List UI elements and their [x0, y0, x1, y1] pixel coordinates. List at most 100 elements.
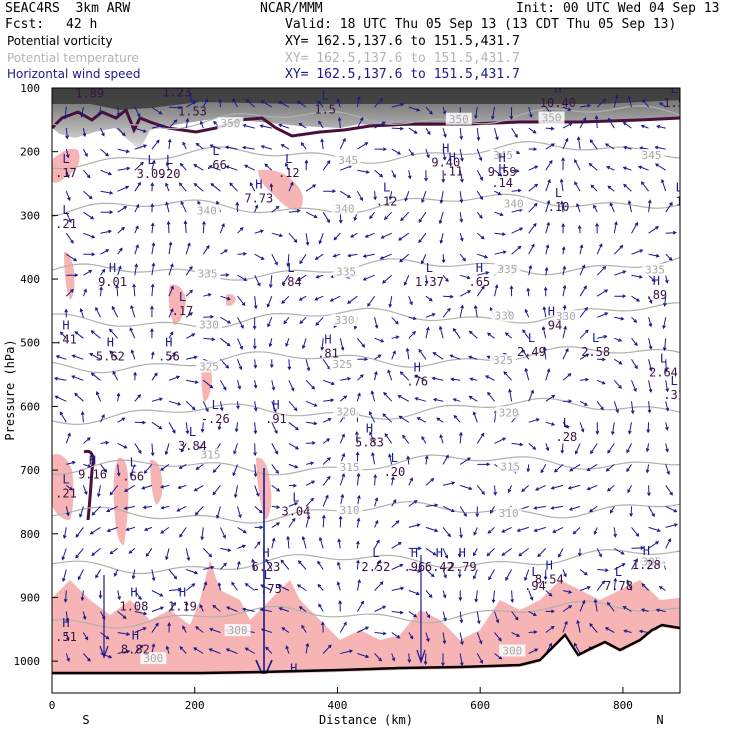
wind-arrow — [511, 227, 524, 234]
wind-arrow — [655, 608, 666, 613]
wind-arrow — [511, 127, 518, 139]
wind-arrow — [134, 644, 144, 654]
wind-arrow — [408, 477, 413, 486]
wind-arrow — [109, 350, 119, 360]
wind-arrow — [254, 204, 259, 213]
wind-arrow — [220, 295, 231, 301]
wind-arrow — [237, 359, 243, 371]
wind-arrow — [254, 485, 260, 497]
extremum-value-label: .89 — [645, 288, 667, 302]
wind-arrow — [253, 443, 257, 457]
wind-arrow — [165, 161, 170, 171]
wind-arrow — [654, 163, 666, 171]
wind-arrow — [494, 250, 507, 255]
wind-arrow — [232, 97, 238, 108]
wind-arrow — [476, 128, 481, 142]
wind-arrow — [528, 389, 534, 402]
wind-arrow — [130, 349, 136, 360]
wind-arrow — [438, 212, 444, 225]
isentrope-label: 345 — [493, 149, 513, 162]
extremum-value-label: .12 — [376, 194, 398, 208]
wind-arrow — [614, 358, 623, 365]
wind-arrow — [219, 380, 227, 391]
wind-arrow — [408, 106, 421, 112]
wind-arrow — [476, 632, 483, 645]
wind-arrow — [322, 457, 331, 465]
wind-arrow — [339, 621, 347, 633]
extremum-type-label: H — [459, 546, 466, 560]
extremum-value-label: .84 — [280, 275, 302, 289]
wind-arrow — [106, 505, 118, 513]
wind-arrow — [648, 274, 656, 283]
wind-arrow — [405, 347, 410, 360]
wind-arrow — [253, 401, 258, 412]
extremum-type-label: H — [436, 546, 443, 560]
wind-arrow — [322, 644, 332, 654]
wind-arrow — [212, 464, 221, 473]
wind-arrow — [425, 295, 433, 302]
wind-arrow — [577, 548, 582, 557]
wind-arrow — [193, 164, 204, 171]
wind-arrow — [150, 182, 155, 192]
wind-arrow — [388, 453, 393, 465]
wind-arrow — [418, 211, 427, 223]
wind-arrow — [340, 649, 354, 654]
wind-arrow — [574, 181, 581, 192]
wind-arrow — [648, 253, 660, 258]
wind-arrow — [296, 584, 307, 591]
wind-arrow — [268, 338, 273, 348]
wind-arrow — [265, 558, 273, 570]
extremum-type-label: L — [555, 186, 562, 200]
extremum-value-label: 5.83 — [355, 436, 384, 450]
isentrope-label: 330 — [199, 318, 219, 331]
wind-arrow — [596, 98, 607, 108]
wind-arrow — [177, 484, 187, 489]
wind-arrow — [403, 275, 410, 286]
wind-arrow — [561, 157, 565, 171]
wind-arrow — [476, 148, 483, 162]
wind-arrow — [305, 379, 316, 390]
wind-arrow — [202, 98, 208, 108]
wind-arrow — [200, 527, 205, 541]
wind-arrow — [459, 191, 464, 204]
wind-arrow — [579, 285, 587, 297]
wind-arrow — [476, 485, 485, 496]
wind-arrow — [82, 288, 87, 297]
wind-arrow — [509, 107, 514, 120]
wind-arrow — [117, 649, 131, 654]
wind-arrow — [306, 421, 318, 426]
wind-arrow — [62, 569, 67, 582]
wind-arrow — [371, 452, 376, 465]
wind-arrow — [640, 181, 649, 192]
wind-arrow — [220, 562, 227, 570]
wind-arrow — [134, 161, 144, 171]
wind-arrow — [398, 232, 410, 241]
wind-arrow — [130, 304, 136, 318]
isentrope-label-bg — [445, 112, 472, 125]
wind-arrow — [269, 359, 274, 369]
wind-arrow — [604, 627, 615, 633]
wind-arrow — [305, 461, 315, 466]
wind-arrow — [475, 506, 480, 518]
extremum-value-label: .96 — [404, 560, 426, 574]
wind-arrow — [305, 184, 317, 192]
field-pv-name: Potential vorticity — [7, 34, 113, 48]
wind-arrow — [613, 94, 619, 108]
wind-arrow — [425, 106, 433, 115]
wind-arrow — [220, 337, 231, 347]
wind-arrow — [579, 599, 586, 612]
wind-arrow — [374, 337, 385, 343]
wind-arrow — [613, 379, 622, 390]
wind-arrow — [91, 548, 101, 556]
wind-arrow — [391, 563, 404, 570]
wind-arrow — [416, 417, 427, 423]
isentrope-label: 350 — [449, 113, 469, 126]
isentrope-335 — [52, 256, 680, 281]
wind-arrow — [425, 569, 435, 578]
wind-arrow — [656, 124, 666, 129]
wind-arrow — [168, 400, 182, 406]
wind-arrow — [593, 598, 598, 612]
wind-arrow — [134, 203, 140, 213]
wind-arrow — [305, 211, 318, 218]
wind-arrow — [459, 527, 463, 539]
